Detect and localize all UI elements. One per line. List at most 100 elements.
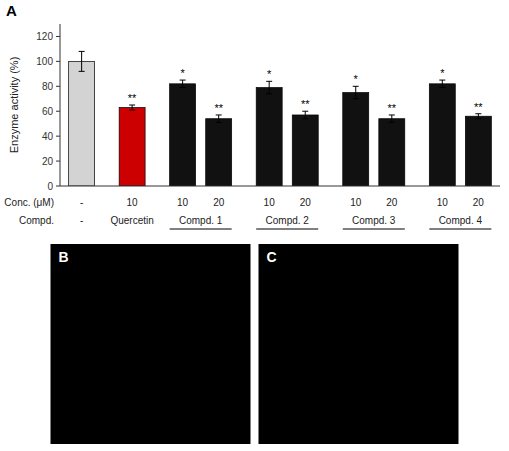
error-cap bbox=[129, 109, 135, 110]
group-underline bbox=[429, 229, 491, 230]
error-cap bbox=[79, 51, 85, 52]
group-label: - bbox=[80, 215, 83, 226]
y-tick bbox=[56, 61, 60, 62]
y-axis-label: Enzyme activity (%) bbox=[8, 57, 20, 154]
error-line bbox=[442, 80, 443, 87]
group-label: Quercetin bbox=[110, 215, 153, 226]
bar bbox=[206, 119, 232, 186]
panel-label: B bbox=[59, 249, 69, 265]
error-cap bbox=[180, 80, 186, 81]
error-line bbox=[81, 51, 82, 71]
significance: ** bbox=[474, 101, 483, 113]
error-cap bbox=[389, 114, 395, 115]
error-cap bbox=[79, 71, 85, 72]
error-bar bbox=[180, 80, 186, 87]
y-tick bbox=[56, 111, 60, 112]
category-label: 10 bbox=[264, 197, 276, 208]
bar bbox=[379, 119, 405, 186]
error-cap bbox=[439, 80, 445, 81]
error-cap bbox=[216, 122, 222, 123]
y-tick-label: 80 bbox=[42, 81, 54, 92]
panel-label: A bbox=[6, 2, 17, 19]
error-cap bbox=[266, 81, 272, 82]
category-label: 20 bbox=[300, 197, 312, 208]
bar bbox=[292, 115, 318, 186]
group-label: Compd. 1 bbox=[179, 215, 223, 226]
significance: * bbox=[267, 68, 272, 80]
category-label: 20 bbox=[386, 197, 398, 208]
significance: * bbox=[180, 67, 185, 79]
group-label: Compd. 4 bbox=[439, 215, 483, 226]
group-label: Compd. 3 bbox=[352, 215, 396, 226]
x-axis-line bbox=[60, 186, 500, 187]
significance: ** bbox=[214, 102, 223, 114]
error-bar bbox=[389, 115, 395, 122]
plot-area bbox=[69, 51, 492, 186]
y-tick bbox=[56, 36, 60, 37]
error-bar bbox=[216, 115, 222, 122]
error-cap bbox=[302, 111, 308, 112]
significance: ** bbox=[388, 102, 397, 114]
bar bbox=[343, 93, 369, 186]
category-label: 10 bbox=[177, 197, 189, 208]
y-tick-label: 60 bbox=[42, 106, 54, 117]
significance: * bbox=[354, 73, 359, 85]
y-tick-label: 100 bbox=[36, 56, 53, 67]
error-line bbox=[478, 114, 479, 119]
error-line bbox=[182, 80, 183, 87]
error-bar bbox=[129, 105, 135, 110]
error-line bbox=[355, 86, 356, 98]
y-tick bbox=[56, 86, 60, 87]
bar bbox=[429, 84, 455, 186]
group-underline bbox=[256, 229, 318, 230]
error-cap bbox=[389, 122, 395, 123]
y-tick bbox=[56, 161, 60, 162]
category-label: 10 bbox=[350, 197, 362, 208]
bar bbox=[69, 61, 95, 186]
error-cap bbox=[353, 86, 359, 87]
error-cap bbox=[266, 93, 272, 94]
error-bar bbox=[266, 81, 272, 93]
bar bbox=[170, 84, 196, 186]
error-line bbox=[269, 81, 270, 93]
image-panel bbox=[259, 244, 459, 444]
image-panel bbox=[51, 244, 251, 444]
y-tick-label: 20 bbox=[42, 156, 54, 167]
y-tick-label: 120 bbox=[36, 31, 53, 42]
category-label: 10 bbox=[437, 197, 449, 208]
group-underline bbox=[170, 229, 232, 230]
error-cap bbox=[216, 114, 222, 115]
y-tick-label: 0 bbox=[47, 181, 53, 192]
y-tick bbox=[56, 136, 60, 137]
group-underline bbox=[343, 229, 405, 230]
error-line bbox=[132, 105, 133, 110]
y-axis: 0 20 40 60 80 100 120 bbox=[36, 24, 60, 192]
error-cap bbox=[475, 113, 481, 114]
error-cap bbox=[129, 105, 135, 106]
error-bar bbox=[439, 80, 445, 87]
bar bbox=[256, 88, 282, 186]
significance: * bbox=[440, 67, 445, 79]
significance: ** bbox=[128, 92, 137, 104]
error-cap bbox=[302, 118, 308, 119]
error-line bbox=[305, 111, 306, 118]
group-label: Compd. 2 bbox=[266, 215, 310, 226]
chart: A020406080100120Enzyme activity (%)*****… bbox=[0, 0, 509, 451]
error-cap bbox=[439, 87, 445, 88]
y-axis-line bbox=[60, 24, 61, 186]
error-bar bbox=[353, 86, 359, 98]
error-cap bbox=[353, 98, 359, 99]
error-bar bbox=[79, 51, 85, 71]
panel-label: C bbox=[267, 249, 277, 265]
category-label: 20 bbox=[213, 197, 225, 208]
category-label: - bbox=[80, 197, 83, 208]
row-header: Conc. (μM) bbox=[4, 197, 54, 208]
bar bbox=[465, 116, 491, 186]
y-tick bbox=[56, 186, 60, 187]
category-label: 10 bbox=[127, 197, 139, 208]
error-line bbox=[391, 115, 392, 122]
y-tick-label: 40 bbox=[42, 131, 54, 142]
error-bar bbox=[302, 111, 308, 118]
error-cap bbox=[180, 87, 186, 88]
category-label: 20 bbox=[473, 197, 485, 208]
